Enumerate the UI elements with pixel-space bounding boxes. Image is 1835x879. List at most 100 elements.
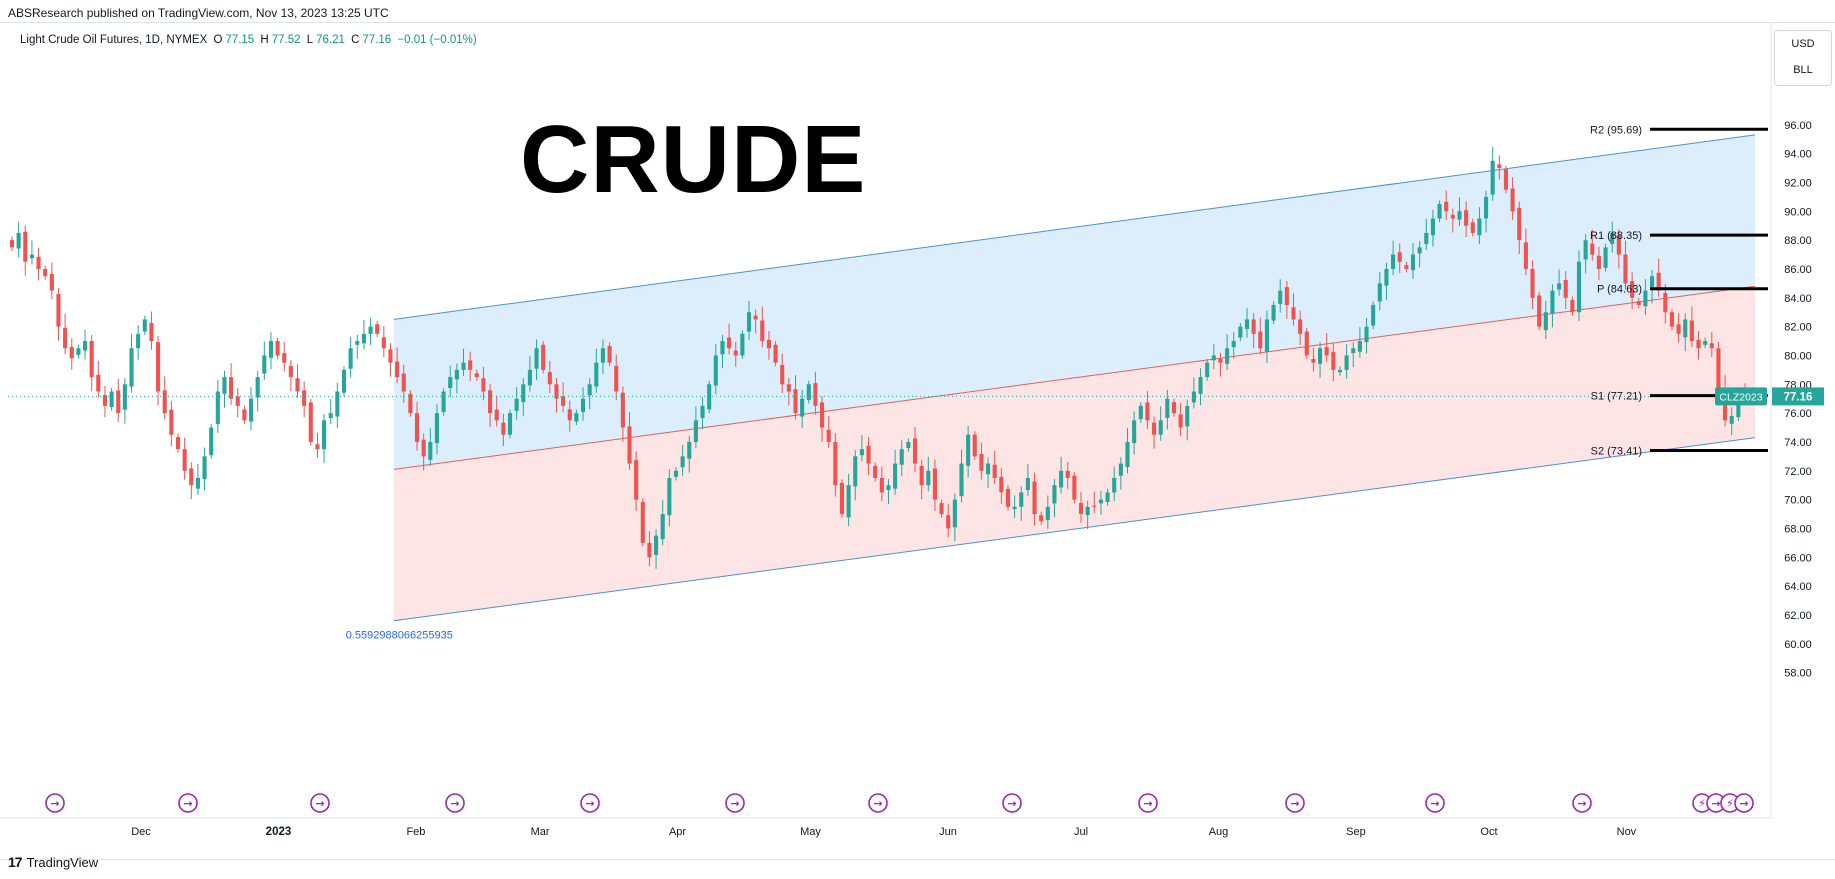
candle-body[interactable] [1736, 395, 1741, 418]
candle-body[interactable] [833, 441, 838, 486]
candle-body[interactable] [1716, 348, 1721, 392]
candle-body[interactable] [142, 319, 147, 332]
candle-body[interactable] [574, 413, 579, 422]
candle-body[interactable] [1596, 255, 1601, 269]
candle-body[interactable] [43, 268, 48, 277]
candle-body[interactable] [952, 499, 957, 528]
candle-body[interactable] [76, 348, 81, 355]
candle-body[interactable] [1012, 506, 1017, 510]
candle-body[interactable] [1251, 319, 1256, 334]
candle-body[interactable] [1576, 261, 1582, 313]
candle-body[interactable] [873, 465, 878, 478]
candle-body[interactable] [1477, 218, 1482, 236]
candle-body[interactable] [1371, 305, 1376, 326]
event-marker-icon[interactable] [1138, 793, 1158, 813]
candle-body[interactable] [727, 337, 732, 349]
candle-body[interactable] [175, 437, 181, 450]
event-marker-icon[interactable] [580, 793, 600, 813]
candle-body[interactable] [707, 384, 712, 410]
candle-body[interactable] [514, 398, 519, 411]
candle-body[interactable] [919, 465, 924, 486]
channel-mid-line[interactable] [393, 285, 1756, 470]
candle-body[interactable] [1663, 292, 1668, 313]
candle-body[interactable] [474, 373, 479, 378]
candle-body[interactable] [1470, 222, 1475, 233]
candle-body[interactable] [1357, 341, 1362, 352]
candle-body[interactable] [1092, 505, 1097, 507]
event-marker-icon[interactable] [1572, 793, 1592, 813]
candle-body[interactable] [1244, 319, 1250, 329]
candle-body[interactable] [1304, 331, 1309, 356]
candle-body[interactable] [195, 477, 200, 489]
candle-body[interactable] [1497, 164, 1502, 169]
candle-body[interactable] [1623, 254, 1628, 284]
channel-upper-line[interactable] [393, 134, 1756, 320]
candle-body[interactable] [839, 482, 845, 515]
candle-body[interactable] [468, 360, 473, 370]
candle-body[interactable] [932, 468, 937, 500]
candle-body[interactable] [1231, 341, 1236, 348]
candle-body[interactable] [1165, 398, 1170, 419]
candle-body[interactable] [1437, 204, 1442, 219]
candle-body[interactable] [454, 369, 459, 380]
candle-body[interactable] [786, 384, 791, 392]
candle-body[interactable] [215, 391, 220, 425]
candle-body[interactable] [1377, 283, 1382, 302]
candle-body[interactable] [893, 463, 898, 489]
event-marker-icon[interactable] [868, 793, 888, 813]
event-marker-icon[interactable] [725, 793, 745, 813]
candle-body[interactable] [693, 420, 698, 442]
candle-body[interactable] [1530, 268, 1535, 298]
candle-body[interactable] [1503, 169, 1509, 190]
candle-body[interactable] [1643, 290, 1648, 307]
candle-body[interactable] [614, 366, 619, 392]
event-marker-icon[interactable] [1734, 793, 1754, 813]
candle-body[interactable] [136, 333, 141, 349]
candle-body[interactable] [1630, 281, 1635, 298]
candle-body[interactable] [1483, 196, 1489, 219]
event-marker-icon[interactable] [1285, 793, 1305, 813]
candle-body[interactable] [587, 384, 592, 396]
candle-body[interactable] [434, 413, 440, 444]
candle-body[interactable] [1258, 331, 1263, 349]
candle-body[interactable] [640, 501, 645, 543]
candle-body[interactable] [820, 402, 825, 428]
last-price-tag-box[interactable] [1772, 387, 1824, 406]
candle-body[interactable] [1410, 254, 1416, 271]
candle-body[interactable] [1676, 324, 1681, 334]
candle-body[interactable] [1211, 355, 1216, 361]
candle-body[interactable] [1298, 319, 1303, 334]
candle-body[interactable] [1397, 252, 1402, 262]
candle-body[interactable] [1158, 420, 1163, 435]
candle-body[interactable] [859, 449, 864, 456]
candle-body[interactable] [1311, 358, 1316, 363]
candle-body[interactable] [507, 413, 513, 435]
candle-body[interactable] [1364, 326, 1369, 343]
currency-label[interactable]: USD [1791, 38, 1815, 50]
candle-body[interactable] [1543, 312, 1548, 331]
candle-body[interactable] [521, 384, 526, 403]
candle-body[interactable] [1218, 358, 1223, 363]
candle-body[interactable] [946, 515, 951, 529]
candle-body[interactable] [1570, 300, 1575, 313]
candle-body[interactable] [1696, 339, 1701, 349]
candle-body[interactable] [1683, 319, 1688, 338]
candle-body[interactable] [1112, 477, 1117, 493]
candle-body[interactable] [1198, 377, 1203, 394]
candle-body[interactable] [1185, 405, 1190, 427]
candle-body[interactable] [156, 342, 161, 392]
candle-body[interactable] [620, 392, 625, 428]
candle-body[interactable] [534, 348, 539, 369]
candle-body[interactable] [687, 441, 692, 459]
candle-body[interactable] [1391, 254, 1396, 269]
candle-body[interactable] [1649, 276, 1655, 290]
candle-body[interactable] [1225, 348, 1230, 364]
candle-body[interactable] [654, 535, 659, 555]
candle-body[interactable] [1098, 499, 1103, 504]
candle-body[interactable] [1344, 355, 1349, 370]
candle-body[interactable] [1138, 405, 1143, 420]
candle-body[interactable] [1523, 242, 1528, 269]
candle-body[interactable] [448, 377, 453, 389]
candle-body[interactable] [926, 470, 931, 486]
candle-body[interactable] [295, 378, 300, 392]
